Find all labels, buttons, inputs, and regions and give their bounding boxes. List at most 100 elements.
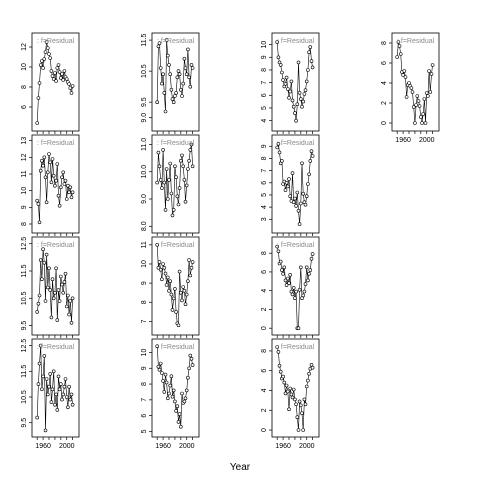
- data-point: [68, 185, 73, 190]
- data-point: [307, 50, 311, 55]
- data-point: [301, 191, 306, 196]
- y-tick-label: 11.5: [141, 33, 148, 46]
- data-point: [67, 384, 71, 389]
- data-point: [298, 403, 303, 408]
- y-tick-label: 9: [141, 281, 148, 285]
- data-point: [275, 145, 280, 150]
- data-point: [158, 361, 163, 366]
- data-point: [51, 296, 56, 301]
- data-point: [275, 244, 280, 249]
- data-point: [51, 173, 56, 178]
- data-point: [183, 66, 188, 70]
- data-point: [276, 55, 281, 60]
- data-point: [155, 243, 159, 247]
- data-point: [41, 66, 45, 70]
- data-point: [307, 271, 311, 276]
- x-tick-label: 1960: [35, 443, 51, 450]
- y-tick-label: 7: [141, 398, 148, 402]
- panel-frame: [151, 32, 200, 132]
- panel-7: 3 4 5 6 7 8 9: f=Residual: [261, 134, 320, 236]
- data-point: [37, 220, 42, 225]
- y-tick-label: 9.5: [141, 97, 148, 107]
- data-point: [156, 364, 161, 369]
- data-point: [163, 271, 168, 276]
- panel-frame: [31, 134, 80, 234]
- data-point: [423, 121, 428, 125]
- data-point: [60, 175, 64, 180]
- data-point: [61, 170, 66, 175]
- data-point: [288, 386, 293, 391]
- data-point: [398, 52, 403, 56]
- data-point: [57, 387, 62, 392]
- series-line: [396, 41, 433, 124]
- panel-13: 0 2 4 6 8 1960 2000: f=Residual: [261, 338, 320, 450]
- data-point: [309, 256, 314, 261]
- data-point: [56, 63, 61, 67]
- data-point: [158, 66, 163, 70]
- data-point: [297, 91, 302, 95]
- data-point: [189, 63, 194, 67]
- data-point: [38, 343, 43, 348]
- y-tick-label: 6: [141, 414, 148, 418]
- data-point: [428, 90, 433, 94]
- y-tick-label: 4: [261, 119, 268, 123]
- data-point: [301, 428, 306, 432]
- data-point: [418, 115, 423, 119]
- data-point: [168, 383, 172, 388]
- data-point: [66, 183, 70, 188]
- data-point: [64, 77, 69, 81]
- data-point: [169, 374, 174, 379]
- data-point: [293, 196, 297, 201]
- data-point: [64, 197, 69, 201]
- data-point: [49, 315, 54, 320]
- y-tick-label: 6: [261, 369, 268, 373]
- data-point: [35, 121, 40, 125]
- data-point: [40, 387, 44, 392]
- data-point: [289, 392, 294, 397]
- data-point: [190, 164, 195, 169]
- data-point: [50, 157, 55, 161]
- data-point: [280, 159, 284, 163]
- data-point: [404, 95, 409, 99]
- data-point: [294, 402, 298, 407]
- data-point: [294, 118, 298, 123]
- data-point: [66, 405, 70, 410]
- data-point: [43, 428, 48, 433]
- data-point: [44, 40, 49, 44]
- y-tick-label: 8: [21, 85, 28, 89]
- data-point: [37, 361, 42, 366]
- data-point: [48, 372, 53, 376]
- data-point: [190, 66, 195, 70]
- data-point: [276, 249, 281, 254]
- y-tick-label: 10: [21, 187, 28, 195]
- data-point: [38, 168, 43, 173]
- data-point: [69, 320, 74, 325]
- data-point: [293, 296, 297, 301]
- data-point: [62, 384, 67, 389]
- data-point: [40, 277, 44, 282]
- panel-legend-label: : f=Residual: [157, 242, 195, 249]
- data-point: [169, 191, 174, 196]
- data-point: [424, 91, 429, 95]
- data-point: [285, 276, 290, 281]
- data-point: [296, 60, 301, 65]
- data-point: [188, 353, 193, 358]
- data-point: [174, 409, 178, 413]
- y-tick-label: 6: [261, 270, 268, 274]
- data-point: [294, 204, 298, 208]
- data-point: [171, 100, 176, 104]
- data-point: [51, 77, 56, 81]
- data-point: [157, 367, 162, 372]
- y-tick-label: 9.5: [21, 321, 28, 331]
- y-tick-label: 8: [141, 300, 148, 304]
- data-point: [38, 258, 43, 262]
- panel-legend-label: : f=Residual: [157, 344, 195, 351]
- data-point: [53, 402, 57, 407]
- data-point: [162, 180, 167, 185]
- data-point: [296, 326, 301, 331]
- data-point: [41, 374, 45, 379]
- data-point: [298, 265, 303, 270]
- data-point: [186, 375, 190, 380]
- data-point: [186, 279, 190, 284]
- y-tick-label: 11.5: [21, 365, 28, 378]
